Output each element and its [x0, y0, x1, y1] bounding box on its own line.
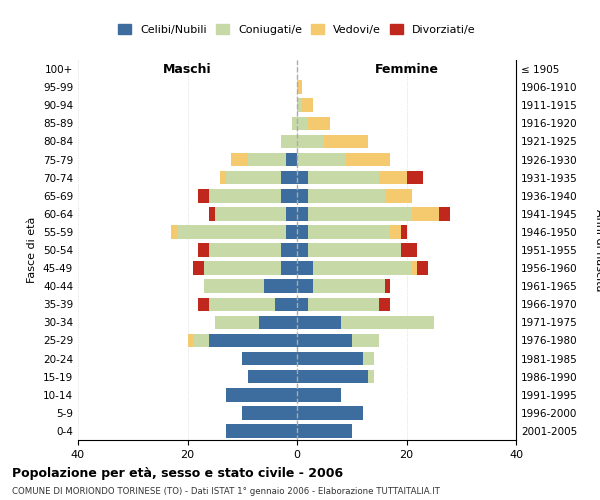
Bar: [308, 207, 412, 220]
Bar: [297, 171, 308, 184]
Bar: [281, 243, 297, 257]
Text: Popolazione per età, sesso e stato civile - 2006: Popolazione per età, sesso e stato civil…: [12, 468, 343, 480]
Y-axis label: Anni di nascita: Anni di nascita: [594, 209, 600, 291]
Bar: [215, 316, 259, 329]
Bar: [308, 116, 330, 130]
Bar: [232, 152, 248, 166]
Bar: [385, 189, 412, 202]
Bar: [176, 225, 286, 238]
Bar: [286, 225, 297, 238]
Bar: [248, 152, 286, 166]
Bar: [401, 243, 418, 257]
Text: Femmine: Femmine: [374, 62, 439, 76]
Bar: [439, 207, 450, 220]
Bar: [362, 352, 374, 366]
Bar: [412, 207, 439, 220]
Bar: [259, 316, 297, 329]
Bar: [308, 243, 401, 257]
Bar: [346, 152, 390, 166]
Bar: [297, 406, 362, 419]
Bar: [308, 298, 379, 311]
Bar: [199, 298, 209, 311]
Bar: [297, 316, 341, 329]
Text: Maschi: Maschi: [163, 62, 212, 76]
Bar: [199, 243, 209, 257]
Bar: [171, 225, 176, 238]
Bar: [325, 134, 368, 148]
Bar: [297, 152, 346, 166]
Bar: [226, 171, 281, 184]
Bar: [313, 262, 412, 275]
Bar: [418, 262, 428, 275]
Bar: [297, 424, 352, 438]
Bar: [204, 262, 281, 275]
Bar: [209, 334, 297, 347]
Text: COMUNE DI MORIONDO TORINESE (TO) - Dati ISTAT 1° gennaio 2006 - Elaborazione TUT: COMUNE DI MORIONDO TORINESE (TO) - Dati …: [12, 488, 440, 496]
Bar: [390, 225, 401, 238]
Bar: [187, 334, 193, 347]
Bar: [204, 280, 264, 293]
Bar: [215, 207, 286, 220]
Bar: [407, 171, 423, 184]
Legend: Celibi/Nubili, Coniugati/e, Vedovi/e, Divorziati/e: Celibi/Nubili, Coniugati/e, Vedovi/e, Di…: [114, 20, 480, 40]
Bar: [292, 116, 297, 130]
Bar: [308, 189, 385, 202]
Bar: [297, 116, 308, 130]
Bar: [209, 298, 275, 311]
Bar: [297, 98, 302, 112]
Bar: [199, 189, 209, 202]
Bar: [281, 171, 297, 184]
Bar: [220, 171, 226, 184]
Bar: [368, 370, 374, 384]
Bar: [412, 262, 418, 275]
Bar: [193, 334, 209, 347]
Bar: [313, 280, 385, 293]
Bar: [297, 334, 352, 347]
Bar: [341, 316, 434, 329]
Bar: [297, 225, 308, 238]
Bar: [193, 262, 204, 275]
Y-axis label: Fasce di età: Fasce di età: [28, 217, 37, 283]
Bar: [286, 207, 297, 220]
Bar: [297, 280, 313, 293]
Bar: [226, 424, 297, 438]
Bar: [226, 388, 297, 402]
Bar: [286, 152, 297, 166]
Bar: [297, 370, 368, 384]
Bar: [379, 171, 407, 184]
Bar: [352, 334, 379, 347]
Bar: [297, 134, 325, 148]
Bar: [209, 207, 215, 220]
Bar: [379, 298, 390, 311]
Bar: [297, 298, 308, 311]
Bar: [385, 280, 390, 293]
Bar: [248, 370, 297, 384]
Bar: [401, 225, 407, 238]
Bar: [264, 280, 297, 293]
Bar: [242, 352, 297, 366]
Bar: [297, 189, 308, 202]
Bar: [297, 80, 302, 94]
Bar: [209, 189, 281, 202]
Bar: [308, 225, 390, 238]
Bar: [275, 298, 297, 311]
Bar: [297, 388, 341, 402]
Bar: [297, 207, 308, 220]
Bar: [242, 406, 297, 419]
Bar: [302, 98, 313, 112]
Bar: [308, 171, 379, 184]
Bar: [209, 243, 281, 257]
Bar: [297, 352, 362, 366]
Bar: [281, 262, 297, 275]
Bar: [281, 189, 297, 202]
Bar: [281, 134, 297, 148]
Bar: [297, 243, 308, 257]
Bar: [297, 262, 313, 275]
